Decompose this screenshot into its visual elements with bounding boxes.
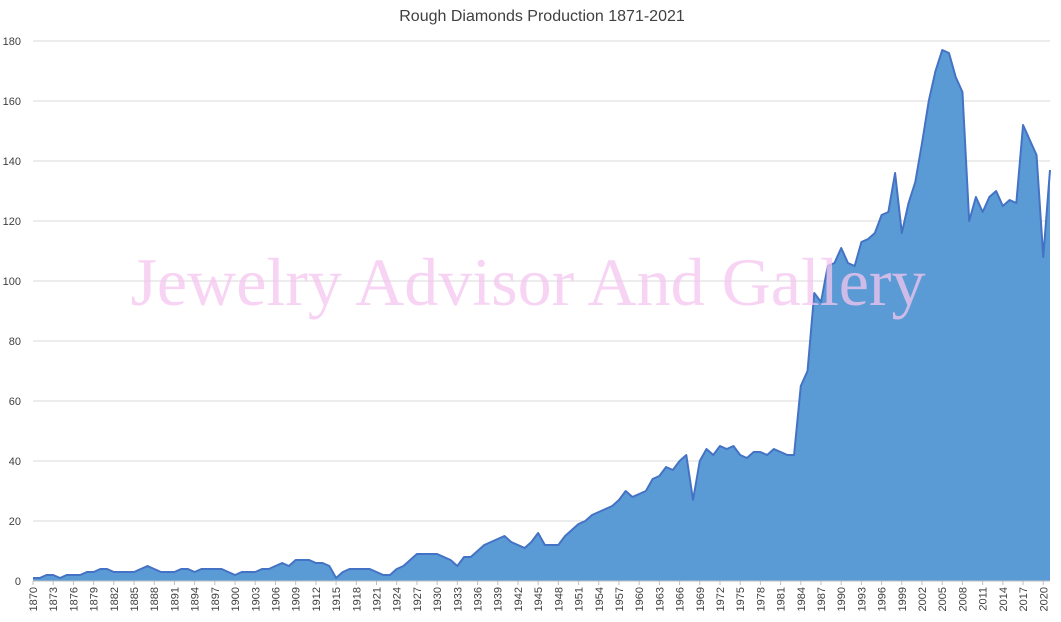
x-tick-label: 2020 — [1038, 587, 1050, 611]
x-tick-label: 1903 — [250, 587, 262, 611]
x-tick-label: 1924 — [392, 587, 404, 611]
x-tick-label: 1933 — [452, 587, 464, 611]
y-tick-label: 100 — [3, 276, 21, 288]
x-tick-label: 2008 — [957, 587, 969, 611]
y-tick-label: 0 — [15, 576, 21, 588]
x-tick-label: 1876 — [68, 587, 80, 611]
x-tick-label: 1882 — [109, 587, 121, 611]
x-axis: 1870 1873 1876 1879 1882 1885 1888 1891 1894 1897… — [28, 580, 1050, 611]
x-tick-label: 1930 — [432, 587, 444, 611]
x-tick-label: 1873 — [48, 587, 60, 611]
x-tick-label: 1960 — [634, 587, 646, 611]
area-series — [33, 49, 1051, 581]
gridlines — [33, 40, 1050, 522]
x-tick-label: 1912 — [311, 587, 323, 611]
x-tick-label: 1900 — [230, 587, 242, 611]
x-tick-label: 1957 — [614, 587, 626, 611]
x-tick-label: 1885 — [129, 587, 141, 611]
x-tick-label: 1927 — [412, 587, 424, 611]
x-tick-label: 1999 — [897, 587, 909, 611]
x-tick-label: 1948 — [553, 587, 565, 611]
watermark: Jewelry Advisor And Gallery — [130, 244, 925, 320]
x-tick-label: 1945 — [533, 587, 545, 611]
x-tick-label: 1984 — [796, 587, 808, 611]
x-tick-label: 2002 — [917, 587, 929, 611]
x-tick-label: 1990 — [836, 587, 848, 611]
x-tick-label: 1879 — [89, 587, 101, 611]
x-tick-label: 1993 — [856, 587, 868, 611]
y-tick-label: 180 — [3, 36, 21, 48]
x-tick-label: 1909 — [291, 587, 303, 611]
y-tick-label: 40 — [9, 456, 21, 468]
x-tick-label: 1891 — [169, 587, 181, 611]
area-outline-series-0 — [33, 49, 1051, 579]
y-tick-label: 80 — [9, 336, 21, 348]
x-tick-label: 1888 — [149, 587, 161, 611]
x-tick-label: 1981 — [776, 587, 788, 611]
x-tick-label: 1996 — [877, 587, 889, 611]
area-fill-series-0 — [33, 50, 1050, 581]
x-tick-label: 1894 — [190, 587, 202, 611]
x-tick-label: 2011 — [978, 587, 990, 611]
x-tick-label: 1942 — [513, 587, 525, 611]
y-tick-label: 60 — [9, 396, 21, 408]
x-tick-label: 2014 — [998, 587, 1010, 611]
x-tick-label: 1936 — [473, 587, 485, 611]
x-tick-label: 1969 — [695, 587, 707, 611]
x-tick-label: 1918 — [351, 587, 363, 611]
x-tick-label: 1870 — [28, 587, 40, 611]
x-tick-label: 2005 — [937, 587, 949, 611]
x-tick-label: 1954 — [594, 587, 606, 611]
x-tick-label: 1966 — [675, 587, 687, 611]
x-tick-label: 1939 — [493, 587, 505, 611]
chart-title: Rough Diamonds Production 1871-2021 — [399, 8, 685, 25]
x-tick-label: 1978 — [755, 587, 767, 611]
y-tick-label: 120 — [3, 216, 21, 228]
y-axis: 0 20 40 60 80 100 120 140 160 180 — [3, 36, 21, 588]
x-tick-label: 2017 — [1018, 587, 1030, 611]
y-tick-label: 140 — [3, 156, 21, 168]
y-tick-label: 160 — [3, 96, 21, 108]
x-tick-label: 1915 — [331, 587, 343, 611]
x-tick-label: 1906 — [270, 587, 282, 611]
x-tick-label: 1972 — [715, 587, 727, 611]
x-tick-label: 1951 — [574, 587, 586, 611]
x-tick-label: 1975 — [735, 587, 747, 611]
x-tick-label: 1987 — [816, 587, 828, 611]
x-tick-label: 1897 — [210, 587, 222, 611]
y-tick-label: 20 — [9, 516, 21, 528]
x-tick-label: 1963 — [654, 587, 666, 611]
x-tick-label: 1921 — [371, 587, 383, 611]
